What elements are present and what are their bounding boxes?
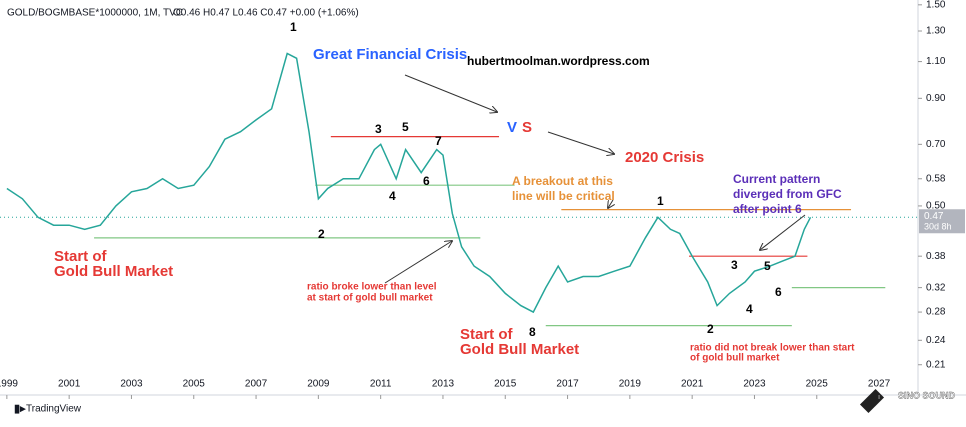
y-tick-label: 1.50 (926, 0, 946, 10)
annotation: 2020 Crisis (625, 149, 704, 166)
annotation: at start of gold bull market (307, 293, 433, 304)
y-tick-label: 1.30 (926, 26, 946, 37)
annotation: 4 (389, 189, 396, 203)
y-tick-label: 0.58 (926, 173, 946, 184)
annotation: Gold Bull Market (54, 263, 173, 280)
y-tick-label: 0.50 (926, 201, 946, 212)
y-tick-label: 1.10 (926, 56, 946, 67)
last-value-label: 0.47 (924, 211, 944, 222)
annotation: ratio did not break lower than start (690, 343, 855, 354)
y-tick-label: 0.21 (926, 359, 946, 370)
annotation: 4 (746, 302, 753, 316)
price-line (6, 52, 812, 314)
logo: ▮▸ (14, 403, 26, 415)
x-tick-label: 2017 (556, 379, 579, 390)
annotation: of gold bull market (690, 353, 780, 364)
y-tick-label: 0.24 (926, 335, 946, 346)
watermark: SINO SOUND (898, 390, 956, 400)
arrows (384, 74, 806, 284)
x-tick-label: 2007 (245, 379, 268, 390)
x-tick-label: 2019 (619, 379, 642, 390)
annotation: A breakout at this (512, 174, 613, 188)
y-tick-label: 0.38 (926, 251, 946, 262)
ohlc-readout: O0.46 H0.47 L0.46 C0.47 +0.00 (+1.06%) (173, 8, 359, 19)
arrow (760, 214, 806, 250)
annotation: hubertmoolman.wordpress.com (467, 54, 650, 68)
x-tick-label: 2023 (743, 379, 766, 390)
annotation: Start of (54, 248, 108, 265)
annotation: after point 6 (733, 202, 802, 216)
x-tick-label: 2015 (494, 379, 517, 390)
branding: TradingView (26, 404, 82, 415)
y-tick-label: 0.28 (926, 307, 946, 318)
x-tick-label: 2005 (183, 379, 206, 390)
arrow (384, 241, 452, 284)
annotation: 6 (775, 285, 782, 299)
x-tick-label: 2013 (432, 379, 455, 390)
annotation: 8 (529, 325, 536, 339)
arrow (608, 199, 613, 208)
annotation: Gold Bull Market (460, 341, 579, 358)
annotation: 6 (423, 174, 430, 188)
watermark-logo (859, 388, 885, 414)
x-tick-label: 2025 (806, 379, 829, 390)
y-tick-label: 0.32 (926, 282, 946, 293)
annotation: 3 (731, 258, 738, 272)
annotation: 7 (435, 134, 442, 148)
x-tick-label: 2001 (58, 379, 81, 390)
annotation: Current pattern (733, 172, 820, 186)
x-tick-label: 2003 (120, 379, 143, 390)
arrow (404, 74, 497, 112)
annotation: diverged from GFC (733, 187, 842, 201)
annotation: line will be critical (512, 189, 615, 203)
annotation: S (522, 119, 532, 136)
annotation: 1 (290, 20, 297, 34)
annotation: ratio broke lower than level (307, 282, 437, 293)
annotation: Great Financial Crisis (313, 46, 467, 63)
y-tick-label: 0.90 (926, 93, 946, 104)
annotation: 1 (657, 194, 664, 208)
annotation: Start of (460, 326, 514, 343)
x-tick-label: 2021 (681, 379, 704, 390)
annotation: V (507, 119, 517, 136)
countdown: 30d 8h (924, 222, 952, 232)
x-tick-label: 2027 (868, 379, 891, 390)
symbol-title: GOLD/BOGMBASE*1000000, 1M, TVC (7, 8, 183, 19)
x-tick-label: 2011 (370, 379, 392, 390)
y-tick-label: 0.70 (926, 139, 946, 150)
last-value-box (919, 209, 965, 234)
plot-area (0, 0, 918, 395)
arrow (547, 131, 614, 154)
annotation: 5 (764, 259, 771, 273)
annotation: 2 (707, 322, 714, 336)
annotation: 5 (402, 120, 409, 134)
annotation: 3 (375, 122, 382, 136)
annotation: 2 (318, 227, 325, 241)
x-tick-label: 2009 (307, 379, 330, 390)
